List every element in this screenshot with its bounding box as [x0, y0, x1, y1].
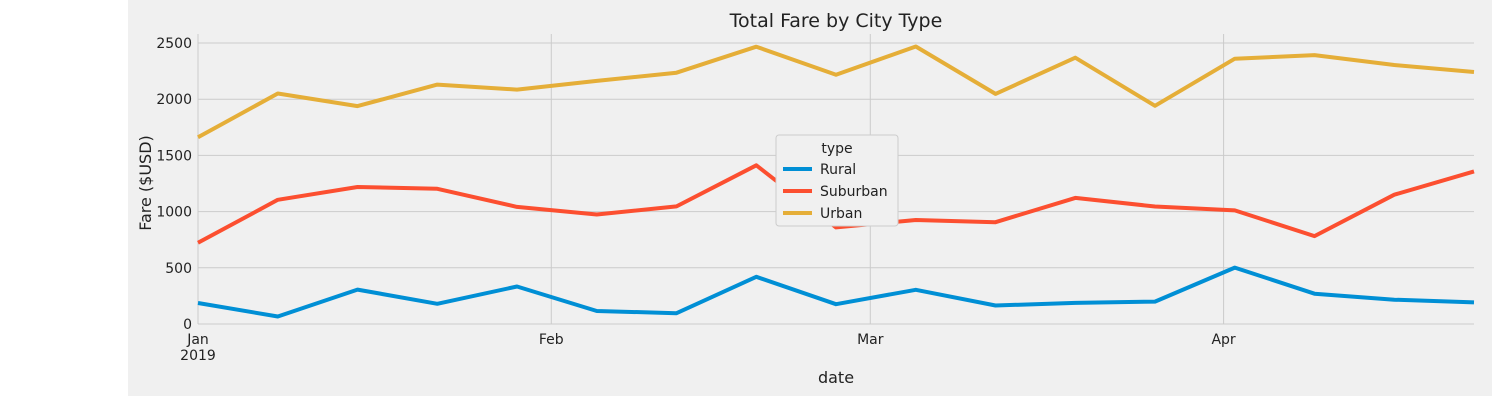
legend-label-rural: Rural: [820, 162, 856, 178]
legend-label-suburban: Suburban: [820, 184, 888, 200]
legend-box: [775, 134, 899, 227]
x-tick-label: Jan: [186, 332, 209, 348]
legend: type Rural Suburban Urban: [775, 134, 899, 227]
y-axis-label: Fare ($USD): [136, 135, 155, 231]
series-lines: [197, 44, 1475, 319]
y-tick-label: 2500: [156, 36, 192, 52]
legend-title: type: [821, 141, 852, 157]
x-tick-label: Apr: [1211, 332, 1235, 348]
x-tick-label: Mar: [857, 332, 884, 348]
chart-title: Total Fare by City Type: [729, 10, 943, 32]
series-line-suburban: [197, 163, 1475, 245]
y-axis: 0 500 1000 1500 2000 2500: [156, 36, 192, 333]
series-line-urban: [197, 44, 1475, 140]
y-tick-label: 1000: [156, 205, 192, 221]
y-tick-label: 0: [183, 317, 192, 333]
y-tick-label: 500: [165, 261, 192, 277]
x-axis-label: date: [818, 368, 854, 387]
x-tick-label: Feb: [539, 332, 564, 348]
y-tick-label: 1500: [156, 148, 192, 164]
y-tick-label: 2000: [156, 92, 192, 108]
x-tick-sublabel: 2019: [180, 348, 216, 364]
legend-label-urban: Urban: [820, 206, 862, 222]
series-line-rural: [197, 265, 1475, 319]
